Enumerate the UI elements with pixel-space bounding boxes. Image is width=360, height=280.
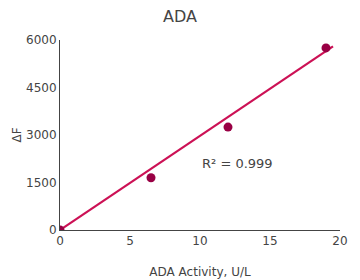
svg-text:1500: 1500: [26, 176, 57, 190]
svg-text:6000: 6000: [26, 33, 57, 47]
svg-text:ΔF: ΔF: [10, 127, 24, 142]
svg-text:0: 0: [49, 223, 57, 237]
svg-text:ADA: ADA: [163, 7, 197, 26]
svg-text:0: 0: [56, 234, 64, 248]
svg-text:5: 5: [126, 234, 134, 248]
svg-text:3000: 3000: [26, 128, 57, 142]
svg-text:4500: 4500: [26, 81, 57, 95]
svg-text:ADA Activity, U/L: ADA Activity, U/L: [149, 265, 251, 279]
svg-text:10: 10: [192, 234, 207, 248]
svg-text:R² = 0.999: R² = 0.999: [202, 156, 273, 171]
svg-text:20: 20: [332, 234, 347, 248]
svg-text:15: 15: [262, 234, 277, 248]
